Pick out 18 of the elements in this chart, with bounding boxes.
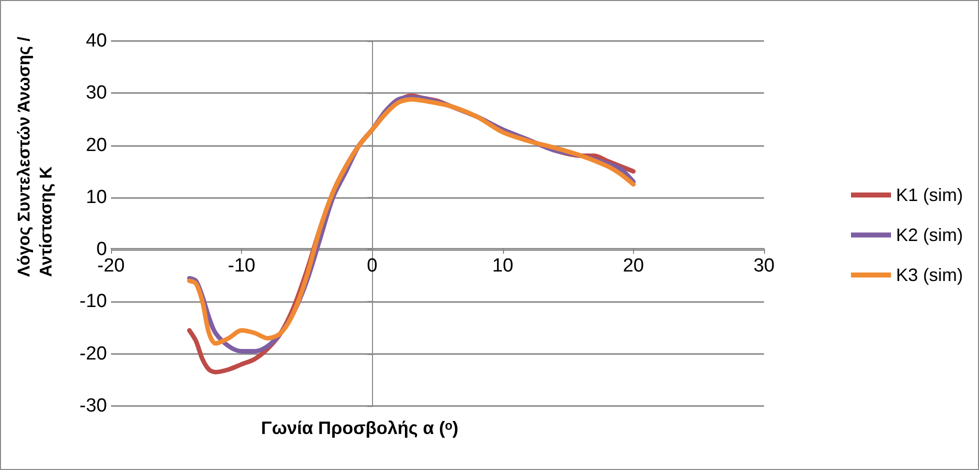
x-tick-label: 10 [492, 256, 514, 277]
x-tick-label: 0 [366, 256, 378, 277]
y-tick-label: 10 [86, 186, 107, 208]
y-axis-title: Λόγος Συντελεστών Άνωσης / Αντίστασης Κ [14, 36, 56, 277]
legend-label: K2 (sim) [896, 225, 963, 245]
y-tick-label: -30 [80, 396, 107, 416]
x-tick-label: 30 [753, 256, 775, 277]
x-tick-label: 20 [622, 256, 644, 277]
y-tick-label: -10 [80, 291, 107, 312]
legend-label: K1 (sim) [896, 185, 963, 205]
y-tick-label: 0 [96, 239, 107, 260]
x-tick-label: -10 [228, 256, 256, 277]
x-axis-title: Γωνία Προσβολής α (ᵒ) [261, 418, 458, 438]
y-tick-label: 40 [86, 30, 107, 52]
legend-label: K3 (sim) [896, 265, 963, 285]
y-tick-label: 20 [86, 134, 107, 156]
y-tick-label: 30 [86, 82, 107, 104]
y-tick-label: -20 [80, 343, 107, 364]
